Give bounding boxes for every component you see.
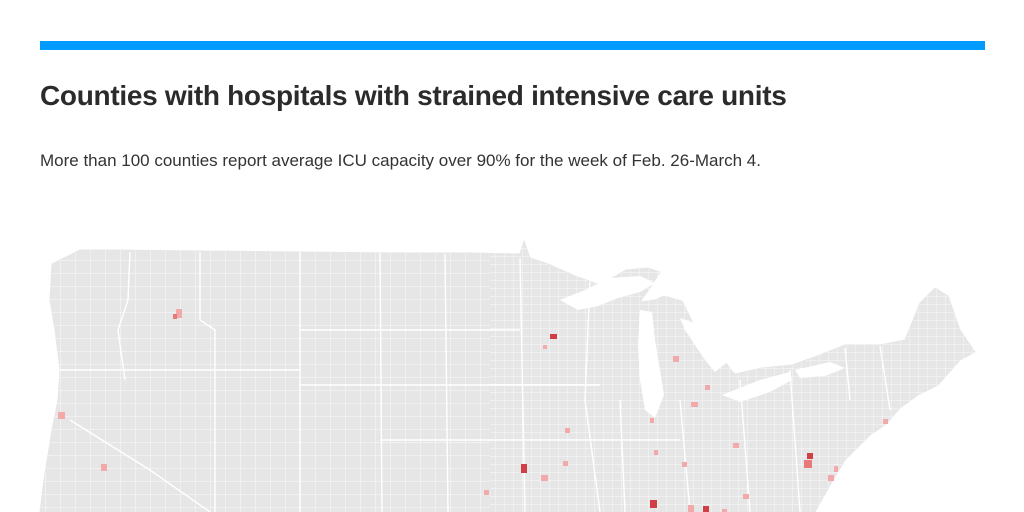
county-highlight <box>484 490 489 495</box>
county-highlight <box>563 461 568 466</box>
county-highlight <box>58 412 65 419</box>
county-highlight <box>743 494 749 499</box>
lake-ontario <box>795 362 845 378</box>
county-highlight <box>733 443 739 448</box>
county-highlight <box>807 453 813 459</box>
county-highlight <box>703 506 709 512</box>
county-highlight <box>691 402 698 407</box>
county-highlight <box>828 475 834 481</box>
county-highlight <box>834 466 838 472</box>
county-highlight <box>688 505 694 512</box>
county-highlight <box>101 464 107 471</box>
county-borders <box>40 241 975 512</box>
highlighted-counties <box>58 309 888 512</box>
lake-superior <box>560 276 655 310</box>
county-highlight <box>521 464 527 473</box>
county-highlight <box>722 509 727 512</box>
county-highlight <box>650 500 657 508</box>
county-highlight <box>565 428 570 433</box>
county-highlight <box>883 419 888 424</box>
lake-michigan <box>638 310 664 418</box>
lake-huron <box>680 318 730 372</box>
county-highlight <box>804 460 812 468</box>
county-highlight <box>650 418 654 423</box>
county-highlight <box>682 462 687 467</box>
county-highlight <box>176 309 182 318</box>
accent-bar <box>40 41 985 50</box>
chart-title: Counties with hospitals with strained in… <box>40 80 787 111</box>
county-highlight <box>173 314 177 319</box>
county-highlight <box>705 385 710 390</box>
chart-subtitle: More than 100 counties report average IC… <box>40 151 761 170</box>
county-highlight <box>550 334 557 339</box>
county-highlight <box>541 475 548 481</box>
county-highlight <box>673 356 679 362</box>
great-lakes <box>560 276 845 418</box>
county-highlight <box>543 345 547 349</box>
lake-erie <box>722 372 792 402</box>
us-county-map <box>39 240 976 512</box>
county-highlight <box>654 450 658 455</box>
